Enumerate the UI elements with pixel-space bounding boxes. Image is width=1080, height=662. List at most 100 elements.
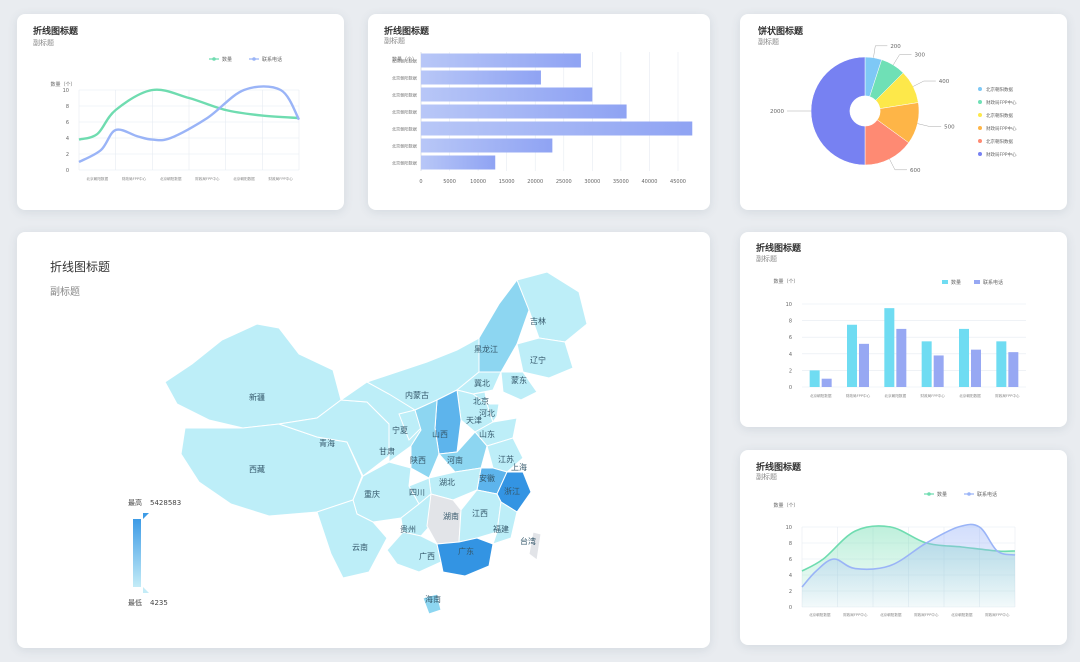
y-axis-label: 数量（个） xyxy=(773,278,798,285)
slice-value-label: 400 xyxy=(939,79,950,85)
series-line-1 xyxy=(78,85,301,164)
region-label: 辽宁 xyxy=(530,355,546,365)
x-tick-label: 北京朝阳数据 xyxy=(809,612,831,617)
legend-marker xyxy=(927,492,931,496)
label-leader xyxy=(893,54,912,66)
x-tick-label: 北京朝阳数据 xyxy=(87,176,109,181)
slice-value-label: 500 xyxy=(944,124,955,130)
x-tick-label: 财政局FPP中心 xyxy=(195,176,220,181)
y-tick-label: 0 xyxy=(789,385,792,391)
region-label: 广东 xyxy=(458,546,474,556)
pie-chart-card: 饼状图标题 副标题 200 300 400 500 600 2000 北京朝阳数据 财政局FP… xyxy=(740,14,1067,210)
bar xyxy=(859,343,869,387)
legend-label: 北京朝阳数据 xyxy=(986,138,1013,145)
x-tick-label: 5000 xyxy=(443,179,456,185)
legend-min-value: 4235 xyxy=(150,599,168,607)
y-tick-label: 10 xyxy=(786,302,792,308)
y-tick-label: 8 xyxy=(789,319,792,325)
region-label: 云南 xyxy=(352,542,368,552)
pie-slice xyxy=(810,56,866,166)
map-region xyxy=(528,531,542,561)
legend-handle-bottom xyxy=(143,587,149,593)
area-chart: 0 2 4 6 8 10 数量（个） 北京朝阳数据 财政局FPP中心 北京朝阳数据 财政局FPP中心… xyxy=(773,491,1016,617)
legend-gradient-bar xyxy=(133,519,141,587)
legend-marker xyxy=(974,280,980,284)
card-subtitle: 副标题 xyxy=(384,37,405,45)
x-tick-label: 北京朝阳数据 xyxy=(810,393,832,398)
y-tick-label: 2 xyxy=(789,368,792,374)
map-region xyxy=(486,437,524,473)
label-leader xyxy=(889,159,907,171)
region-label: 冀北 xyxy=(474,378,490,388)
region-label: 甘肃 xyxy=(379,446,395,456)
legend-marker xyxy=(978,100,982,104)
x-tick-label: 25000 xyxy=(556,179,572,185)
y-tick-label: 6 xyxy=(66,120,69,126)
bar xyxy=(884,308,895,387)
legend-marker xyxy=(978,152,982,156)
map-region xyxy=(422,593,442,615)
region-label: 江苏 xyxy=(498,454,514,464)
y-tick-label: 2 xyxy=(66,152,69,158)
x-tick-label: 35000 xyxy=(613,179,629,185)
legend-label: 联系电话 xyxy=(262,56,282,63)
legend-label: 数量 xyxy=(951,279,961,286)
region-label: 湖南 xyxy=(443,511,459,521)
region-label: 山东 xyxy=(479,429,495,439)
label-leader xyxy=(873,45,888,58)
region-label: 山西 xyxy=(432,429,448,439)
y-tick-label: 8 xyxy=(66,104,69,110)
legend-label: 北京朝阳数据 xyxy=(986,86,1013,93)
region-label: 新疆 xyxy=(249,392,265,402)
region-label: 吉林 xyxy=(530,316,546,326)
y-tick-label: 0 xyxy=(66,168,69,174)
x-tick-label: 北京朝阳数据 xyxy=(880,612,902,617)
x-tick-label: 15000 xyxy=(499,179,515,185)
legend-marker xyxy=(212,57,216,61)
region-label: 蒙东 xyxy=(511,375,527,385)
card-title: 折线图标题 xyxy=(756,244,802,254)
bar xyxy=(421,53,581,68)
y-tick-label: 2 xyxy=(789,589,792,595)
x-tick-label: 北京朝阳数据 xyxy=(959,393,981,398)
bar xyxy=(996,341,1007,387)
legend-label: 数量 xyxy=(937,491,947,498)
bar xyxy=(933,355,944,387)
legend-marker xyxy=(978,139,982,143)
legend-label: 财政局FPP中心 xyxy=(986,99,1017,106)
vbar-chart-card: 折线图标题 副标题 0 2 4 6 8 10 数量（个） 北京朝阳数据 财政局FPP中心 北京朝阳… xyxy=(740,232,1067,427)
x-tick-label: 0 xyxy=(419,179,422,185)
legend-label: 财政局FPP中心 xyxy=(986,151,1017,158)
y-tick-label: 6 xyxy=(789,557,792,563)
label-leader xyxy=(917,123,942,127)
bar xyxy=(809,370,820,387)
y-tick-label: 北京朝阳数据 xyxy=(392,126,417,133)
bar xyxy=(896,328,907,387)
map-region xyxy=(164,323,342,429)
bar xyxy=(1008,352,1019,387)
card-subtitle: 副标题 xyxy=(758,38,779,46)
region-label: 江西 xyxy=(472,509,488,518)
legend-label: 数量 xyxy=(222,56,232,63)
card-subtitle: 副标题 xyxy=(756,473,777,481)
x-tick-label: 财政局FPP中心 xyxy=(985,612,1010,617)
line-chart-card: 折线图标题 副标题 0 2 4 6 8 10 数量（个） 北京朝阳数据 财政局FPP中心 北京朝阳… xyxy=(17,14,344,210)
card-title: 折线图标题 xyxy=(384,27,430,37)
region-label: 陕西 xyxy=(410,455,426,465)
y-tick-label: 北京朝阳数据 xyxy=(392,58,417,65)
bar xyxy=(421,70,541,85)
card-title: 折线图标题 xyxy=(756,463,802,473)
legend-marker xyxy=(978,113,982,117)
region-label: 西藏 xyxy=(249,464,265,474)
region-label: 海南 xyxy=(425,594,441,604)
x-tick-label: 财政局FPP中心 xyxy=(920,393,945,398)
area-chart-card: 折线图标题 副标题 0 2 4 6 8 10 数量（个） 北京朝阳数据 财政局FPP中心 北京朝阳… xyxy=(740,450,1067,645)
vbar-chart: 0 2 4 6 8 10 数量（个） 北京朝阳数据 财政局FPP中心 北京朝阳数据 财政局FPP中心… xyxy=(773,278,1026,398)
legend-marker xyxy=(252,57,256,61)
card-subtitle: 副标题 xyxy=(756,255,777,263)
map-region xyxy=(436,537,494,577)
bar xyxy=(821,378,832,387)
y-tick-label: 北京朝阳数据 xyxy=(392,92,417,99)
series-area-1 xyxy=(802,524,1015,607)
